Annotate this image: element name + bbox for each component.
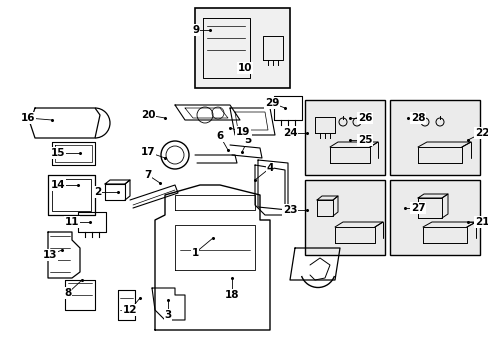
Bar [305,180,384,255]
Text: 13: 13 [42,250,57,260]
Text: 17: 17 [141,147,155,157]
Text: 23: 23 [282,205,297,215]
Bar [389,100,479,175]
Text: 5: 5 [244,135,251,145]
Text: 16: 16 [20,113,35,123]
Text: 6: 6 [216,131,223,141]
Text: 7: 7 [144,170,151,180]
Text: 25: 25 [357,135,371,145]
Text: 4: 4 [266,163,273,173]
Text: 15: 15 [51,148,65,158]
Text: 21: 21 [474,217,488,227]
Text: 8: 8 [64,288,71,298]
Text: 22: 22 [474,128,488,138]
Text: 10: 10 [237,63,252,73]
Text: 1: 1 [191,248,198,258]
Text: 27: 27 [410,203,425,213]
Text: 12: 12 [122,305,137,315]
Bar [389,180,479,255]
Text: 14: 14 [51,180,65,190]
Text: 26: 26 [357,113,371,123]
Bar [305,100,384,175]
Text: 11: 11 [64,217,79,227]
Text: 24: 24 [282,128,297,138]
Bar [195,8,289,88]
Text: 9: 9 [192,25,199,35]
Text: 2: 2 [94,187,102,197]
Text: 29: 29 [264,98,279,108]
Text: 28: 28 [410,113,425,123]
Text: 19: 19 [235,127,250,137]
Text: 18: 18 [224,290,239,300]
Text: 20: 20 [141,110,155,120]
Text: 3: 3 [164,310,171,320]
